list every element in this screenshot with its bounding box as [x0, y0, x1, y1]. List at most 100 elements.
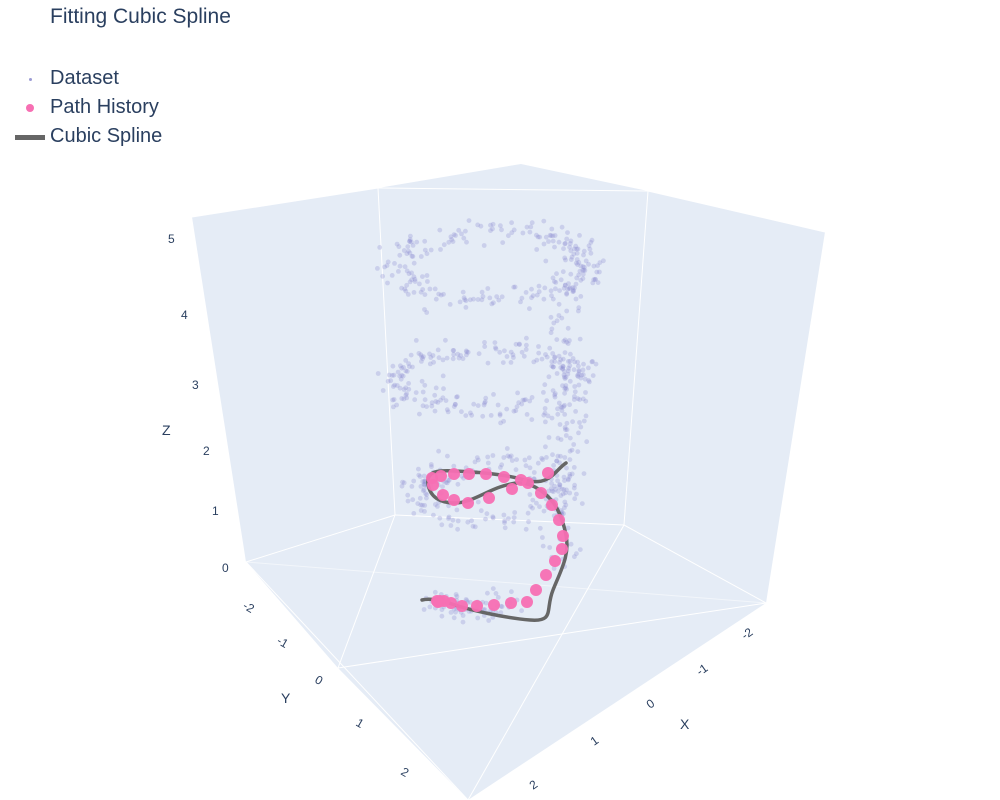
dataset-point: [417, 495, 423, 501]
dataset-point: [403, 392, 409, 398]
path-history-point: [437, 489, 449, 501]
dataset-point: [571, 397, 577, 402]
dataset-point: [576, 308, 581, 314]
x-tick-label-0: 0: [644, 696, 658, 711]
dataset-point: [526, 455, 532, 461]
dataset-point: [550, 275, 556, 281]
dataset-point: [556, 353, 562, 359]
dataset-point: [556, 239, 562, 245]
dataset-point: [549, 226, 555, 232]
path-history-point: [546, 499, 558, 511]
back-wall-far-right: [624, 191, 825, 603]
y-tick-label-2: 2: [399, 764, 412, 780]
dataset-point: [558, 493, 564, 498]
dataset-point: [522, 397, 527, 403]
path-history-point: [521, 596, 533, 608]
dataset-point: [546, 488, 552, 494]
dataset-point: [562, 374, 567, 380]
dataset-point: [464, 352, 469, 358]
dataset-point: [505, 453, 511, 459]
dataset-point: [558, 404, 564, 410]
dataset-point: [563, 490, 568, 496]
dataset-point: [568, 238, 574, 244]
dataset-point: [421, 354, 426, 359]
dataset-point: [469, 412, 475, 418]
dataset-point: [444, 407, 450, 413]
legend-item-path-history[interactable]: Path History: [10, 93, 162, 122]
dataset-point: [554, 458, 560, 464]
dataset-point: [440, 395, 446, 401]
dataset-point: [463, 348, 469, 354]
dataset-point: [455, 394, 460, 400]
dataset-point: [498, 465, 503, 470]
dataset-point: [491, 392, 496, 397]
dataset-point: [493, 345, 498, 350]
dataset-point: [485, 590, 490, 596]
dataset-point: [550, 233, 556, 239]
legend-label-path-history: Path History: [50, 96, 159, 118]
dataset-point: [550, 452, 555, 458]
dataset-point: [502, 525, 508, 531]
path-history-point: [426, 472, 438, 484]
dataset-point: [559, 315, 565, 321]
dataset-point: [567, 241, 573, 246]
dataset-point: [420, 403, 426, 409]
legend-swatch-dataset: [10, 69, 50, 89]
dataset-point: [536, 350, 542, 356]
legend-item-cubic-spline[interactable]: Cubic Spline: [10, 122, 162, 151]
dataset-point: [601, 258, 606, 264]
dataset-point: [427, 286, 433, 292]
dataset-point: [377, 245, 383, 250]
legend-swatch-cubic-spline: [10, 127, 50, 147]
dataset-point: [445, 478, 451, 483]
dataset-point: [403, 385, 409, 391]
dataset-point: [565, 325, 571, 331]
dataset-point: [409, 484, 415, 489]
dataset-point: [523, 347, 529, 352]
dataset-point: [543, 352, 548, 357]
dataset-point: [485, 360, 491, 366]
dataset-point: [406, 381, 411, 386]
dataset-point: [562, 402, 567, 408]
dataset-point: [451, 463, 457, 469]
dataset-point: [479, 289, 485, 295]
dataset-point: [421, 473, 427, 479]
dataset-point: [563, 383, 569, 388]
dataset-point: [577, 547, 583, 552]
dataset-point: [578, 424, 584, 430]
dataset-point: [476, 351, 482, 357]
dataset-point: [448, 610, 454, 615]
dataset-point: [590, 359, 595, 364]
dataset-point: [504, 446, 510, 451]
dataset-point: [498, 610, 504, 615]
dataset-point: [548, 288, 554, 294]
dataset-point: [517, 341, 522, 347]
dataset-point: [418, 502, 424, 508]
dataset-point: [432, 392, 438, 398]
dataset-point: [446, 514, 452, 520]
dataset-point: [399, 372, 405, 378]
dataset-point: [563, 374, 569, 380]
dataset-point: [411, 290, 417, 295]
dataset-point: [385, 259, 391, 265]
dataset-point: [441, 242, 447, 248]
dataset-point: [553, 280, 559, 285]
dataset-point: [385, 280, 390, 286]
dataset-point: [440, 357, 446, 363]
dataset-point: [488, 228, 493, 234]
dataset-point: [463, 597, 469, 602]
dataset-point: [577, 397, 583, 402]
dataset-point: [580, 396, 586, 402]
dataset-point: [493, 346, 499, 352]
dataset-point: [564, 487, 569, 493]
dataset-point: [480, 413, 486, 419]
dataset-point: [421, 482, 427, 487]
dataset-point: [488, 413, 494, 418]
legend-item-dataset[interactable]: Dataset: [10, 64, 162, 93]
dataset-point: [576, 430, 581, 436]
dataset-point: [419, 359, 424, 364]
dataset-point: [563, 385, 568, 391]
dataset-point: [511, 227, 517, 233]
dataset-point: [445, 409, 451, 415]
